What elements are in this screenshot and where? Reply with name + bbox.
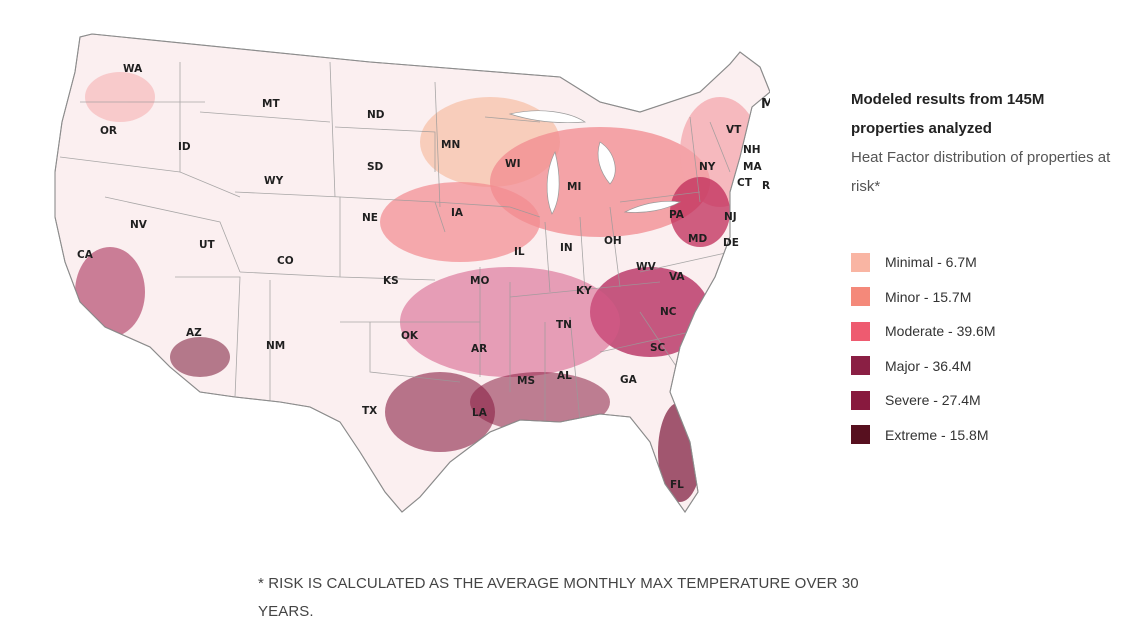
state-label-tx: TX: [362, 405, 377, 417]
state-labels: WA OR ID MT ND MN WI MI ME VT NH MA NY C…: [77, 63, 770, 491]
state-label-ri: RI: [762, 180, 770, 192]
legend-swatch-major: [851, 356, 870, 376]
legend-swatch-minimal: [851, 252, 870, 272]
state-label-sc: SC: [650, 342, 666, 354]
legend-item-minimal: Minimal - 6.7M: [851, 245, 1111, 280]
legend-swatch-moderate: [851, 321, 870, 341]
state-label-nh: NH: [743, 144, 761, 156]
state-borders: [59, 61, 731, 423]
state-label-nm: NM: [266, 340, 285, 352]
state-label-nv: NV: [130, 219, 148, 231]
legend-item-minor: Minor - 15.7M: [851, 280, 1111, 315]
state-label-de: DE: [723, 237, 739, 249]
legend-item-moderate: Moderate - 39.6M: [851, 314, 1111, 349]
state-label-mn: MN: [441, 139, 460, 151]
state-label-ma: MA: [743, 161, 762, 173]
legend-label-severe: Severe - 27.4M: [885, 392, 981, 409]
state-label-fl: FL: [670, 479, 684, 491]
legend-items: Minimal - 6.7M Minor - 15.7M Moderate - …: [851, 245, 1111, 452]
state-label-or: OR: [100, 125, 117, 137]
us-heat-map: WA OR ID MT ND MN WI MI ME VT NH MA NY C…: [54, 33, 770, 513]
great-lakes: [508, 110, 682, 215]
state-label-me: ME: [761, 97, 770, 112]
state-label-la: LA: [472, 407, 488, 419]
state-label-ga: GA: [620, 374, 638, 386]
state-label-nj: NJ: [724, 211, 737, 223]
state-label-ca: CA: [77, 249, 94, 261]
state-label-ct: CT: [737, 177, 753, 189]
legend-swatch-severe: [851, 390, 870, 410]
state-label-md: MD: [688, 233, 707, 245]
state-label-ut: UT: [199, 239, 216, 251]
legend-item-severe: Severe - 27.4M: [851, 383, 1111, 418]
state-label-ny: NY: [699, 161, 716, 173]
state-label-nc: NC: [660, 306, 677, 318]
state-label-ky: KY: [576, 285, 592, 297]
legend-label-major: Major - 36.4M: [885, 357, 972, 374]
state-label-ms: MS: [517, 375, 535, 387]
legend-item-extreme: Extreme - 15.8M: [851, 418, 1111, 453]
state-label-az: AZ: [186, 327, 202, 339]
legend-swatch-extreme: [851, 425, 870, 445]
state-label-wa: WA: [123, 63, 143, 75]
state-label-wi: WI: [505, 158, 521, 170]
state-label-wv: WV: [636, 261, 657, 273]
state-label-tn: TN: [556, 319, 572, 331]
state-label-va: VA: [669, 271, 685, 283]
legend-panel: Modeled results from 145M properties ana…: [851, 85, 1111, 452]
state-label-ar: AR: [471, 343, 487, 355]
state-label-in: IN: [560, 242, 573, 254]
legend-swatch-minor: [851, 287, 870, 307]
state-label-sd: SD: [367, 161, 384, 173]
legend-subtitle: Heat Factor distribution of properties a…: [851, 149, 1111, 195]
state-label-mi: MI: [567, 181, 581, 193]
legend-label-moderate: Moderate - 39.6M: [885, 323, 996, 340]
state-label-id: ID: [178, 141, 191, 153]
state-label-vt: VT: [726, 124, 742, 136]
state-label-wy: WY: [264, 175, 284, 187]
legend-label-minimal: Minimal - 6.7M: [885, 254, 977, 271]
legend-item-major: Major - 36.4M: [851, 349, 1111, 384]
state-label-mt: MT: [262, 98, 280, 110]
state-label-al: AL: [557, 370, 572, 382]
state-label-pa: PA: [669, 209, 685, 221]
state-label-mo: MO: [470, 275, 489, 287]
state-label-ne: NE: [362, 212, 378, 224]
legend-label-extreme: Extreme - 15.8M: [885, 426, 989, 443]
state-label-co: CO: [277, 255, 294, 267]
state-label-ks: KS: [383, 275, 399, 287]
state-label-oh: OH: [604, 235, 622, 247]
state-label-il: IL: [514, 246, 525, 258]
state-label-ia: IA: [451, 207, 464, 219]
footnote: * RISK IS CALCULATED AS THE AVERAGE MONT…: [258, 575, 859, 620]
legend-title: Modeled results from 145M properties ana…: [851, 91, 1045, 137]
state-label-nd: ND: [367, 109, 385, 121]
state-label-ok: OK: [401, 330, 419, 342]
legend-label-minor: Minor - 15.7M: [885, 288, 972, 305]
